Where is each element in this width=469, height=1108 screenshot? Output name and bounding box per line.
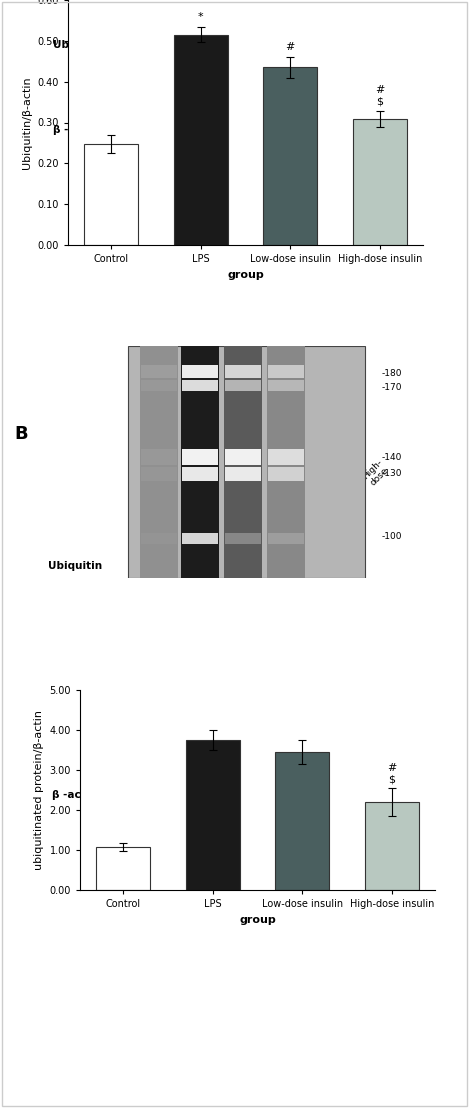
Text: β -actin: β -actin xyxy=(52,790,96,800)
Text: -130: -130 xyxy=(382,469,402,478)
Bar xyxy=(322,107,368,153)
Bar xyxy=(174,34,227,245)
Text: -140: -140 xyxy=(382,453,402,462)
Bar xyxy=(166,24,208,66)
Bar xyxy=(182,380,218,391)
Bar xyxy=(268,366,303,378)
Bar xyxy=(182,466,218,481)
Bar xyxy=(265,774,301,815)
Bar xyxy=(268,380,303,391)
X-axis label: group: group xyxy=(227,269,264,279)
Text: Low-
dose: Low- dose xyxy=(303,458,333,486)
Bar xyxy=(225,380,261,391)
Bar xyxy=(165,107,210,153)
Bar xyxy=(84,144,138,245)
Bar xyxy=(265,107,311,153)
Bar xyxy=(140,346,178,578)
Bar xyxy=(128,770,365,820)
Text: Ubiquitin: Ubiquitin xyxy=(48,562,102,572)
Text: β -actin: β -actin xyxy=(53,125,98,135)
Bar xyxy=(141,533,176,544)
Bar xyxy=(214,107,260,153)
Bar xyxy=(141,380,176,391)
Bar xyxy=(353,120,407,245)
Bar xyxy=(275,752,329,890)
Bar xyxy=(268,449,303,465)
Bar xyxy=(159,10,410,80)
X-axis label: group: group xyxy=(239,914,276,924)
Bar xyxy=(186,740,240,890)
Text: Ubiquitin: Ubiquitin xyxy=(53,40,107,50)
Bar xyxy=(225,533,261,544)
Bar xyxy=(96,847,150,890)
Bar xyxy=(179,774,215,815)
Bar xyxy=(365,802,419,890)
Bar xyxy=(181,346,219,578)
Bar xyxy=(182,366,218,378)
Text: Control: Control xyxy=(182,458,212,488)
Y-axis label: Ubiquitin/β-actin: Ubiquitin/β-actin xyxy=(22,76,32,168)
Bar xyxy=(137,774,174,815)
Text: -100: -100 xyxy=(382,532,402,541)
Bar xyxy=(267,346,305,578)
Bar xyxy=(182,449,218,465)
Bar xyxy=(159,100,410,160)
Bar xyxy=(267,24,309,66)
Bar xyxy=(225,449,261,465)
Bar xyxy=(182,533,218,544)
Bar xyxy=(128,346,365,578)
Bar xyxy=(324,24,366,66)
Bar xyxy=(216,24,258,66)
Text: #
$: # $ xyxy=(387,763,397,784)
Bar xyxy=(141,449,176,465)
Bar xyxy=(225,366,261,378)
Text: #: # xyxy=(286,42,295,52)
Text: *: * xyxy=(198,12,204,22)
Text: LPS: LPS xyxy=(242,458,260,475)
Text: High-
dose: High- dose xyxy=(360,458,391,489)
Bar xyxy=(264,68,317,245)
Y-axis label: ubiquitinated protein/β-actin: ubiquitinated protein/β-actin xyxy=(34,710,44,870)
Bar xyxy=(224,346,262,578)
Bar xyxy=(268,533,303,544)
Bar xyxy=(221,774,258,815)
Text: -180: -180 xyxy=(382,369,402,378)
Bar xyxy=(225,466,261,481)
Text: #
$: # $ xyxy=(375,84,385,106)
Text: -170: -170 xyxy=(382,383,402,392)
Bar xyxy=(268,466,303,481)
Bar xyxy=(141,366,176,378)
Bar xyxy=(141,466,176,481)
Text: B: B xyxy=(15,425,28,443)
